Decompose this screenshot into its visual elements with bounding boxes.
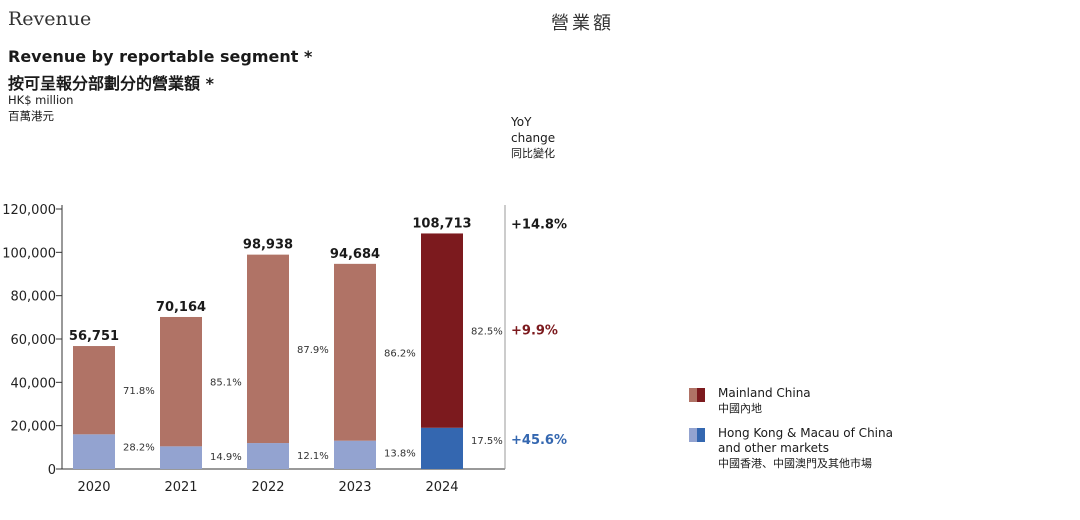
share-label-mainland: 71.8% [123, 386, 155, 397]
section-title: Revenue [8, 8, 92, 30]
y-tick-label: 80,000 [11, 290, 57, 305]
yoy-mainland: +9.9% [511, 324, 558, 339]
bar-mainland [247, 254, 289, 444]
share-label-hk-other: 14.9% [210, 452, 242, 463]
x-tick-label: 2023 [338, 480, 371, 495]
share-label-mainland: 85.1% [210, 378, 242, 389]
x-tick-label: 2021 [164, 480, 197, 495]
total-label: 98,938 [243, 238, 293, 253]
bar-mainland [334, 263, 376, 441]
share-label-hk-other: 12.1% [297, 451, 329, 462]
yoy-header-line1: YoY [511, 115, 532, 129]
legend-label-hk-other-chinese: 中國香港、中國澳門及其他市場 [718, 457, 872, 470]
x-tick-label: 2020 [77, 480, 110, 495]
x-tick-label: 2022 [251, 480, 284, 495]
legend-label-mainland-chinese: 中國內地 [718, 402, 762, 415]
y-tick-label: 40,000 [11, 376, 57, 391]
chart-title: Revenue by reportable segment * [8, 47, 313, 66]
y-tick-label: 100,000 [2, 246, 56, 261]
yoy-header-chinese: 同比變化 [511, 147, 555, 160]
yoy-header-line2: change [511, 131, 556, 145]
unit-label-chinese: 百萬港元 [8, 109, 54, 123]
bar-hk-other [247, 443, 289, 469]
total-label: 108,713 [412, 216, 471, 231]
legend-swatch-mainland [689, 388, 705, 402]
bar-mainland [160, 316, 202, 447]
share-label-mainland: 87.9% [297, 345, 329, 356]
bar-mainland [421, 233, 463, 428]
y-tick-label: 20,000 [11, 420, 57, 435]
total-label: 94,684 [330, 247, 380, 262]
yoy-header: YoY change 同比變化 [511, 114, 555, 162]
total-label: 70,164 [156, 300, 206, 315]
bar-hk-other [421, 427, 463, 469]
share-label-hk-other: 13.8% [384, 449, 416, 460]
bar-hk-other [160, 446, 202, 469]
yoy-total: +14.8% [511, 217, 567, 232]
legend-label-mainland: Mainland China [718, 386, 811, 400]
y-tick-label: 60,000 [11, 333, 57, 348]
legend-label-hk-other: Hong Kong & Macau of China and other mar… [718, 426, 893, 455]
bar-hk-other [334, 440, 376, 469]
bar-hk-other [73, 434, 115, 469]
y-tick-label: 0 [48, 463, 56, 478]
share-label-mainland: 82.5% [471, 327, 503, 338]
unit-label: HK$ million [8, 93, 74, 107]
yoy-hk-other: +45.6% [511, 433, 567, 448]
share-label-mainland: 86.2% [384, 348, 416, 359]
share-label-hk-other: 17.5% [471, 436, 503, 447]
y-tick-label: 120,000 [2, 203, 56, 218]
x-tick-label: 2024 [425, 480, 458, 495]
chart-title-chinese: 按可呈報分部劃分的營業額 * [8, 74, 214, 93]
total-label: 56,751 [69, 329, 119, 344]
bar-mainland [73, 346, 115, 435]
legend-swatch-hk-other [689, 428, 705, 442]
section-title-chinese: 營業額 [551, 13, 614, 34]
share-label-hk-other: 28.2% [123, 442, 155, 453]
